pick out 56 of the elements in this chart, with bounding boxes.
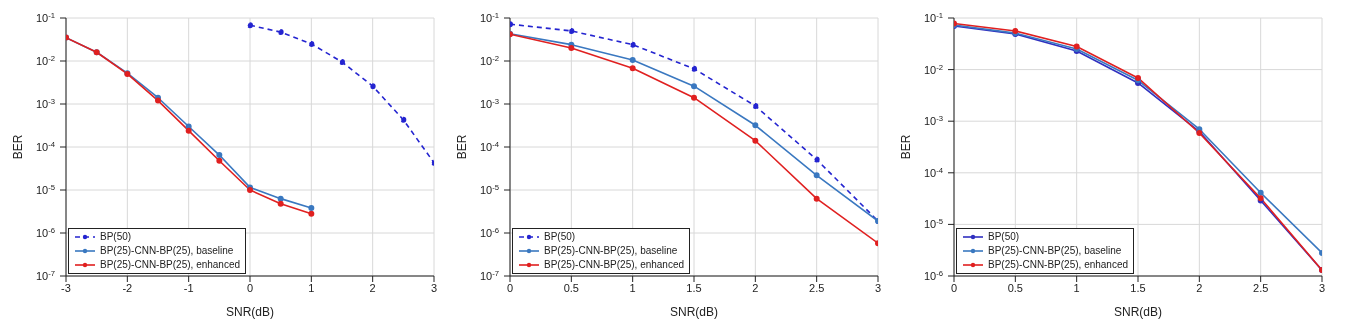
x-tick-label: 0: [950, 281, 958, 294]
x-tick-label: 3: [874, 281, 882, 294]
legend-label: BP(25)-CNN-BP(25), baseline: [544, 244, 678, 258]
legend-label: BP(25)-CNN-BP(25), enhanced: [544, 258, 685, 272]
legend-label: BP(25)-CNN-BP(25), baseline: [100, 244, 234, 258]
x-tick-label: 2.5: [809, 281, 825, 294]
x-tick-label: 2: [1196, 281, 1203, 294]
x-tick-label: 0.5: [563, 281, 579, 294]
y-tick-label: 10$^{-1}$: [35, 10, 55, 24]
y-axis-title: BER: [455, 134, 470, 160]
y-axis-title: BER: [899, 134, 914, 160]
y-tick-label: 10$^{-7}$: [479, 268, 499, 282]
x-tick-label: 2.5: [1253, 281, 1269, 294]
y-tick-label: 10$^{-5}$: [479, 182, 499, 196]
x-tick-label: 1.5: [686, 281, 702, 294]
y-tick-label: 10$^{-3}$: [479, 96, 499, 110]
x-tick-label: -1: [183, 281, 194, 294]
x-axis-title: SNR(dB): [1113, 305, 1163, 319]
y-tick-label: 10$^{-6}$: [35, 225, 55, 239]
y-tick-label: 10$^{-2}$: [35, 53, 55, 67]
legend-label: BP(25)-CNN-BP(25), enhanced: [100, 258, 241, 272]
legend-label: BP(50): [544, 230, 576, 244]
x-axis-title: SNR(dB): [669, 305, 719, 319]
y-tick-label: 10$^{-5}$: [923, 216, 943, 231]
y-tick-label: 10$^{-4}$: [923, 165, 944, 179]
x-tick-label: 3: [1318, 281, 1326, 294]
x-tick-label: -2: [122, 281, 133, 294]
y-tick-label: 10$^{-6}$: [923, 268, 943, 282]
x-tick-label: 2: [369, 281, 376, 294]
x-tick-label: 1: [629, 281, 636, 294]
x-tick-label: 0.5: [1007, 281, 1023, 294]
x-tick-label: 1: [308, 281, 315, 294]
y-tick-label: 10$^{-2}$: [479, 53, 499, 67]
x-tick-label: 1: [1073, 281, 1080, 294]
y-tick-label: 10$^{-3}$: [923, 113, 943, 128]
x-tick-label: 1.5: [1130, 281, 1146, 294]
y-tick-label: 10$^{-4}$: [35, 139, 56, 153]
x-tick-label: -3: [61, 281, 71, 294]
legend-label: BP(25)-CNN-BP(25), enhanced: [988, 258, 1129, 272]
y-tick-label: 10$^{-3}$: [35, 96, 55, 110]
x-tick-label: 0: [246, 281, 254, 294]
legend-label: BP(25)-CNN-BP(25), baseline: [988, 244, 1122, 258]
x-tick-label: 0: [506, 281, 514, 294]
y-tick-label: 10$^{-7}$: [35, 268, 55, 282]
legend-label: BP(50): [100, 230, 132, 244]
y-tick-label: 10$^{-2}$: [923, 62, 943, 76]
y-tick-label: 10$^{-1}$: [923, 10, 943, 24]
y-tick-label: 10$^{-4}$: [479, 139, 500, 153]
y-tick-label: 10$^{-5}$: [35, 182, 55, 196]
y-tick-label: 10$^{-6}$: [479, 225, 499, 239]
legend-label: BP(50): [988, 230, 1020, 244]
y-tick-label: 10$^{-1}$: [479, 10, 499, 24]
x-axis-title: SNR(dB): [225, 305, 275, 319]
x-tick-label: 2: [752, 281, 759, 294]
x-tick-label: 3: [430, 281, 438, 294]
y-axis-title: BER: [11, 134, 26, 160]
